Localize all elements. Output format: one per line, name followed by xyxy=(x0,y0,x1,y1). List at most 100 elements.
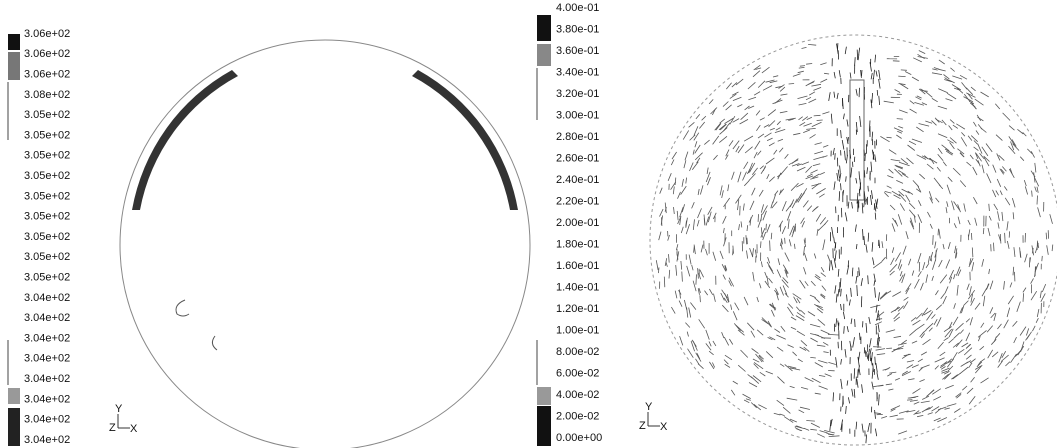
vector xyxy=(890,205,895,210)
vector xyxy=(926,275,928,283)
legend-label: 3.04e+02 xyxy=(24,434,70,446)
vector xyxy=(946,99,953,101)
legend-label: 2.60e-01 xyxy=(556,152,599,164)
vector xyxy=(780,111,788,112)
vector xyxy=(845,212,847,221)
vector xyxy=(781,243,783,250)
vector xyxy=(899,264,902,270)
vector xyxy=(998,223,999,229)
vector xyxy=(865,350,866,357)
vector xyxy=(907,361,914,363)
vector xyxy=(725,364,730,367)
vector xyxy=(709,362,714,369)
vector xyxy=(964,203,966,211)
vector xyxy=(1025,254,1028,262)
vector xyxy=(695,141,697,147)
vector xyxy=(872,242,873,252)
vector xyxy=(981,128,987,133)
vector xyxy=(978,330,986,337)
vector xyxy=(1023,293,1024,302)
vector xyxy=(894,336,901,337)
vector xyxy=(968,220,970,225)
vector xyxy=(952,352,957,360)
vector xyxy=(1036,318,1038,323)
vector xyxy=(808,44,816,45)
vector xyxy=(782,201,786,211)
vector xyxy=(738,200,739,211)
vector xyxy=(766,371,773,374)
vector xyxy=(978,160,980,166)
vector xyxy=(845,349,846,357)
vector xyxy=(686,224,689,234)
vector xyxy=(913,320,921,325)
vector xyxy=(818,360,827,363)
vector xyxy=(953,125,958,128)
vector xyxy=(751,403,757,408)
vector xyxy=(996,191,999,196)
vector xyxy=(836,318,837,327)
vector xyxy=(759,190,763,196)
vector xyxy=(683,130,689,139)
vector xyxy=(865,153,866,161)
vector xyxy=(735,303,739,311)
vector xyxy=(855,319,856,327)
vector xyxy=(819,375,825,376)
vector xyxy=(899,83,906,84)
vector xyxy=(821,273,826,277)
vector xyxy=(847,380,848,385)
vector xyxy=(987,173,991,183)
vector xyxy=(692,265,693,270)
vector xyxy=(713,341,716,346)
vector xyxy=(800,407,810,409)
vector xyxy=(876,363,877,372)
vector xyxy=(1037,187,1038,193)
vector xyxy=(848,397,849,403)
vector xyxy=(908,379,915,380)
vector xyxy=(813,157,824,160)
vector xyxy=(815,363,823,368)
vector xyxy=(773,76,778,77)
vector xyxy=(820,217,826,224)
vector xyxy=(785,364,793,371)
vector xyxy=(920,380,925,382)
vector xyxy=(744,297,748,305)
vector xyxy=(834,238,835,244)
legend-label: 6.00e-02 xyxy=(556,367,599,379)
vector xyxy=(906,283,912,291)
vector xyxy=(668,173,671,181)
vector xyxy=(887,176,893,178)
figure: 3.06e+023.06e+023.06e+023.08e+023.05e+02… xyxy=(0,0,1057,448)
vector xyxy=(982,288,987,296)
vector xyxy=(927,212,930,218)
vector xyxy=(1007,241,1009,249)
vector xyxy=(993,165,996,173)
vector xyxy=(687,266,690,277)
vector xyxy=(937,167,941,171)
vector xyxy=(855,225,856,232)
vector xyxy=(821,267,824,272)
vector xyxy=(879,79,881,89)
vector xyxy=(851,288,852,297)
vector xyxy=(751,377,759,384)
vector xyxy=(935,408,941,413)
vector xyxy=(765,272,767,278)
vector xyxy=(877,372,878,379)
legend-label: 3.05e+02 xyxy=(24,150,70,162)
vector xyxy=(788,345,794,348)
vector xyxy=(917,415,923,416)
vector xyxy=(720,185,722,195)
vector xyxy=(748,82,756,89)
vector xyxy=(814,151,823,154)
vector xyxy=(829,436,840,437)
vector xyxy=(685,152,688,161)
vector xyxy=(767,262,773,271)
vector xyxy=(939,60,945,64)
vector xyxy=(799,67,805,68)
vector xyxy=(980,359,985,362)
vector xyxy=(779,148,783,153)
vector xyxy=(1032,191,1033,197)
vector xyxy=(975,218,977,226)
vector xyxy=(810,338,817,342)
vector xyxy=(800,347,807,351)
vector xyxy=(933,396,941,400)
